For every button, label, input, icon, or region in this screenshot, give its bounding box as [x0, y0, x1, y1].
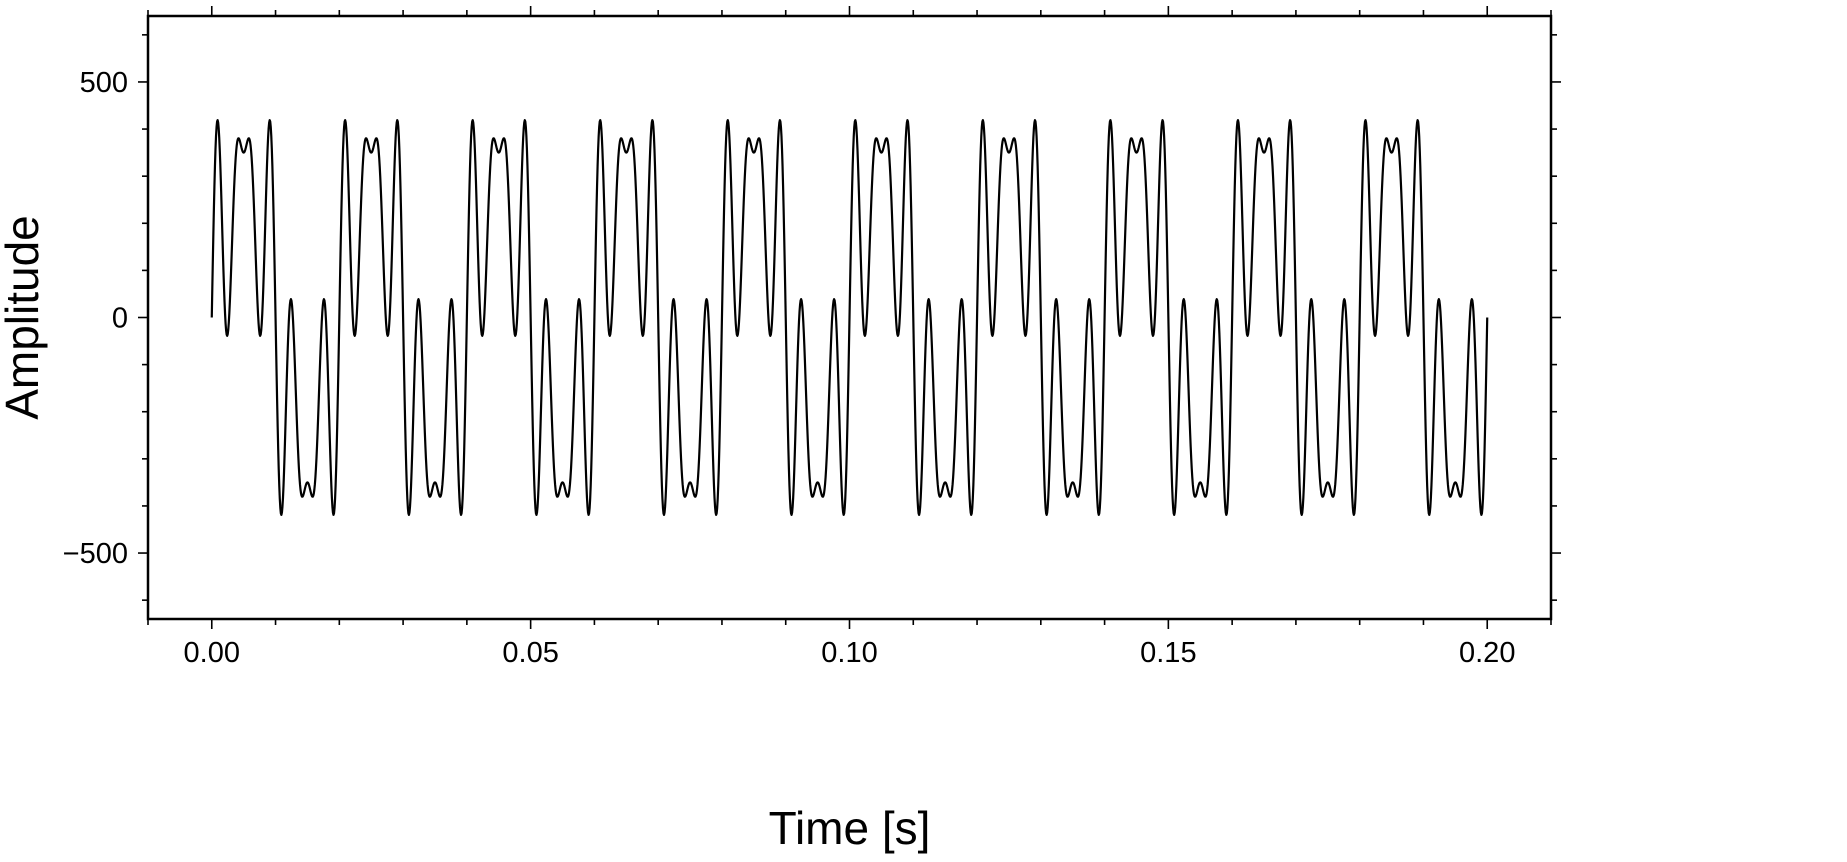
- y-axis-title: Amplitude: [0, 215, 48, 420]
- x-tick-label: 0.20: [1459, 637, 1515, 669]
- y-tick-label: 0: [112, 303, 128, 335]
- tick-labels: 0.00 0.05 0.10 0.15 0.20 −500 0 500: [63, 67, 1516, 669]
- x-tick-label: 0.15: [1140, 637, 1196, 669]
- x-axis-title: Time [s]: [769, 802, 931, 854]
- signal-line: [210, 119, 1489, 516]
- x-tick-label: 0.10: [821, 637, 877, 669]
- x-tick-label: 0.05: [502, 637, 558, 669]
- y-tick-label: 500: [80, 67, 128, 99]
- y-tick-label: −500: [63, 538, 128, 570]
- plot-frame: [146, 14, 1553, 621]
- x-tick-label: 0.00: [184, 637, 240, 669]
